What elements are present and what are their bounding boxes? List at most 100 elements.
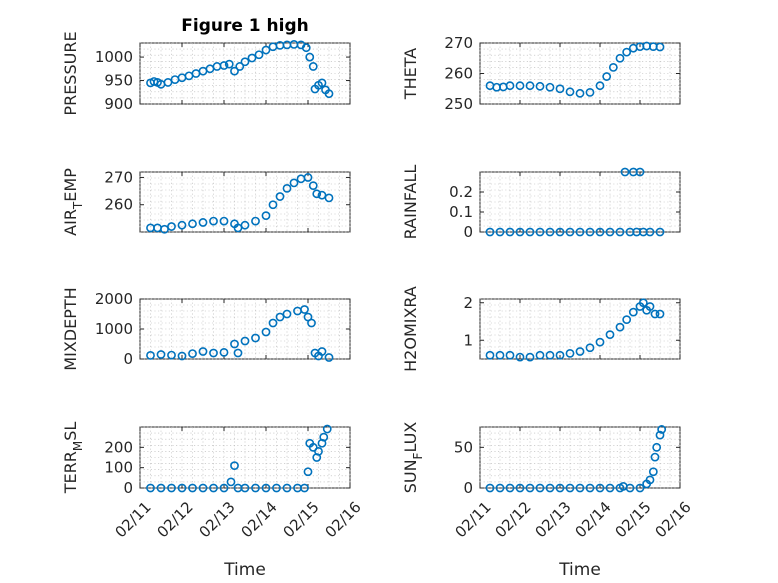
data-point — [307, 318, 316, 328]
data-point — [595, 483, 605, 493]
data-point — [275, 192, 285, 201]
data-point — [209, 216, 218, 226]
y-tick-label: 950 — [104, 72, 133, 90]
data-point — [655, 309, 665, 319]
data-point — [585, 88, 595, 97]
data-point — [505, 227, 515, 237]
data-point — [314, 446, 323, 456]
data-point — [535, 350, 545, 360]
data-point — [188, 483, 197, 493]
data-point — [233, 348, 243, 358]
x-tick-label: 02/16 — [321, 498, 364, 541]
data-point — [565, 227, 575, 237]
x-tick-label: 02/16 — [651, 498, 694, 541]
data-point — [167, 483, 176, 493]
data-point — [655, 42, 665, 52]
data-series — [485, 167, 665, 237]
subplot-1: 900 950 1000 PRESSURE — [61, 31, 351, 116]
data-point — [219, 61, 229, 70]
data-point — [317, 347, 327, 356]
data-point — [272, 483, 281, 493]
y-axis-label: RAINFALL — [401, 165, 420, 240]
x-tick-label: 02/11 — [451, 498, 494, 541]
data-point — [515, 81, 525, 91]
data-point — [167, 222, 176, 231]
data-point — [240, 220, 250, 230]
data-point — [545, 227, 555, 237]
data-point — [655, 430, 665, 440]
data-point — [505, 350, 515, 360]
y-tick-label: 0 — [463, 479, 473, 497]
data-point — [167, 350, 176, 360]
data-point — [575, 483, 585, 493]
data-point — [261, 483, 271, 493]
data-point — [188, 349, 197, 358]
y-axis-label-rest: LUX — [401, 422, 420, 453]
data-point — [156, 350, 166, 359]
data-point — [535, 227, 545, 237]
y-axis-label: H2OMIXRA — [401, 286, 420, 372]
data-series — [146, 305, 334, 362]
data-series — [485, 425, 667, 493]
data-point — [282, 309, 292, 319]
data-point — [635, 483, 645, 493]
data-point — [615, 322, 625, 332]
data-point — [198, 347, 208, 356]
data-point — [650, 452, 660, 462]
data-point — [628, 307, 638, 317]
data-point — [615, 227, 625, 237]
data-point — [602, 72, 612, 81]
y-axis-label-rest: EMP — [61, 168, 80, 202]
y-tick-label: 0 — [463, 223, 473, 241]
data-point — [268, 318, 278, 328]
y-tick-label: 2000 — [95, 290, 133, 308]
y-tick-label: 200 — [104, 438, 133, 456]
data-point — [485, 483, 495, 493]
data-point — [324, 193, 334, 203]
x-tick-label: 02/15 — [279, 498, 322, 541]
data-point — [485, 227, 495, 237]
y-axis-label-main: SUN — [401, 459, 420, 493]
y-axis-label-main: THETA — [401, 48, 420, 100]
data-point — [219, 216, 229, 226]
data-series — [485, 298, 665, 362]
data-point — [605, 227, 615, 237]
data-point — [230, 461, 239, 471]
data-point — [261, 45, 271, 55]
data-point — [545, 82, 555, 92]
x-tick-label: 02/12 — [491, 498, 534, 541]
data-point — [300, 305, 309, 314]
data-point — [648, 467, 658, 477]
grid-lines — [139, 42, 351, 105]
data-point — [219, 483, 229, 493]
y-tick-label: 50 — [454, 438, 473, 456]
y-axis-label: MIXDEPTH — [61, 287, 80, 370]
data-point — [595, 337, 605, 347]
y-axis-label-main: PRESSURE — [61, 31, 80, 115]
data-point — [198, 483, 208, 493]
x-tick-label: 02/13 — [531, 498, 574, 541]
y-axis-label-sub: M — [71, 441, 85, 451]
data-point — [595, 227, 605, 237]
data-point — [645, 302, 655, 311]
data-point — [505, 81, 515, 91]
data-point — [565, 87, 575, 97]
data-point — [650, 309, 660, 319]
y-axis-label: AIRTEMP — [61, 168, 85, 236]
y-tick-label: 2 — [463, 294, 473, 312]
data-point — [226, 477, 236, 487]
data-point — [622, 47, 632, 57]
data-point — [261, 211, 271, 221]
data-point — [235, 62, 245, 71]
subplot-4: 0 0.1 0.2 RAINFALL — [401, 165, 681, 241]
data-point — [525, 483, 535, 493]
data-series — [485, 41, 665, 98]
data-point — [605, 483, 615, 493]
data-point — [163, 78, 173, 87]
data-point — [565, 348, 575, 358]
data-point — [535, 483, 545, 493]
data-point — [655, 227, 665, 237]
